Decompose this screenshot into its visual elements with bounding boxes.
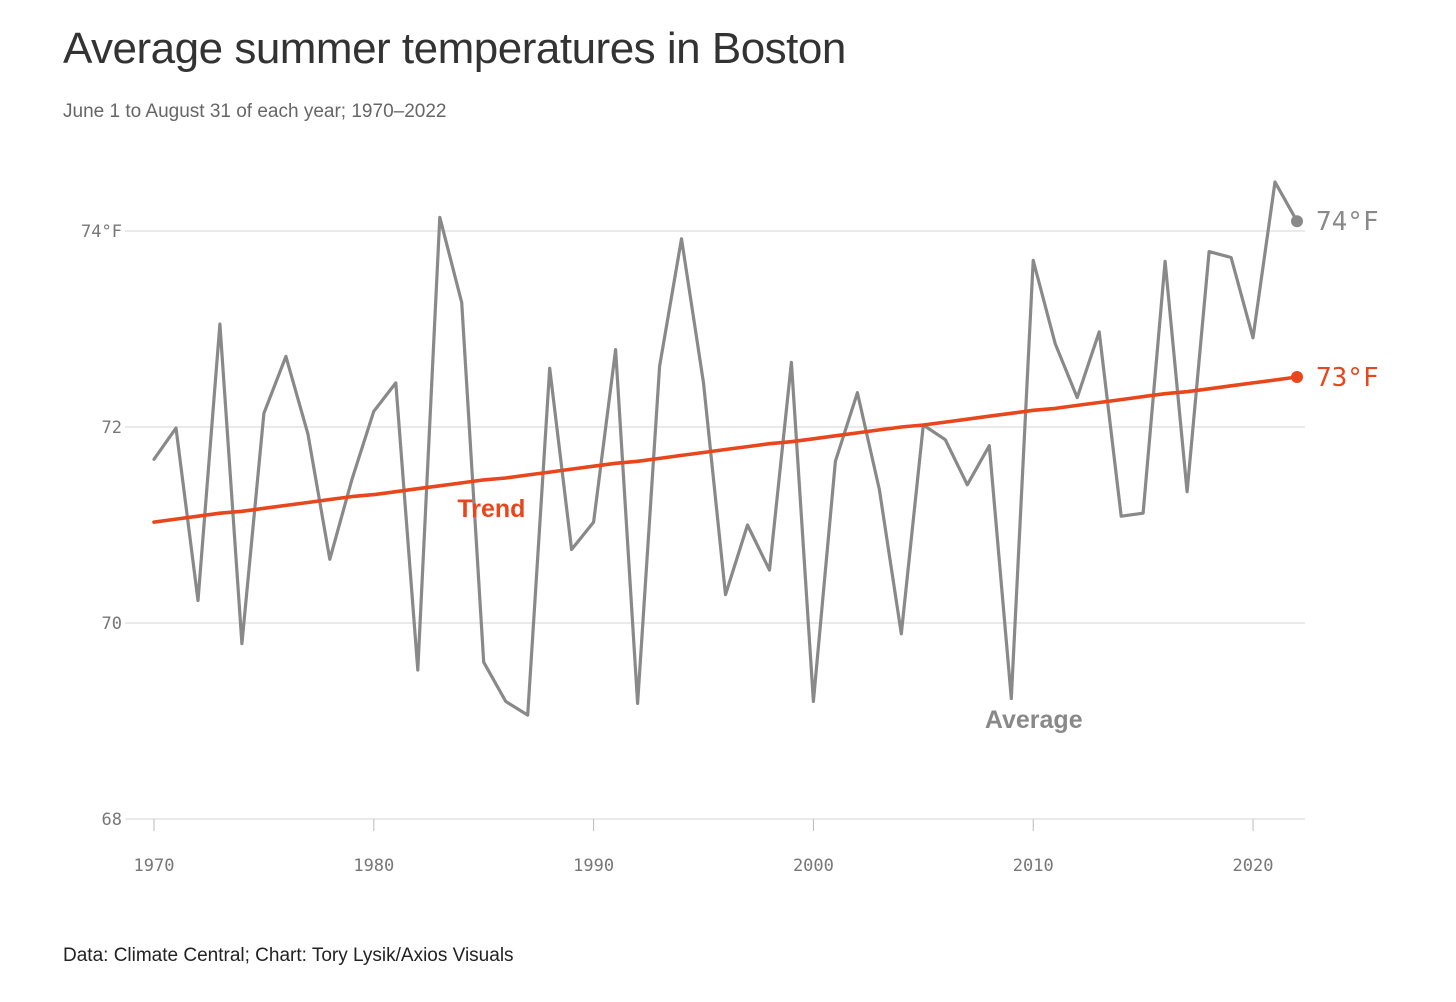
label-layer: 74°F 73°F Trend Average [457, 207, 1378, 734]
trend-series-label: Trend [457, 495, 525, 523]
y-tick-label: 74°F [81, 222, 122, 242]
x-tick-label: 2020 [1233, 856, 1274, 876]
average-end-label: 74°F [1316, 207, 1379, 237]
trend-end-dot [1291, 371, 1303, 384]
x-tick-label: 2010 [1013, 856, 1054, 876]
x-tick-label: 1980 [353, 856, 394, 876]
average-line [152, 180, 1299, 717]
average-series-label: Average [985, 706, 1083, 734]
x-tick-label: 1970 [134, 856, 175, 876]
chart-subtitle: June 1 to August 31 of each year; 1970–2… [63, 101, 447, 122]
x-axis: 1970 1980 1990 2000 2010 2020 [134, 819, 1274, 876]
series-layer [152, 180, 1299, 717]
trend-end-label: 73°F [1316, 363, 1379, 393]
chart-title: Average summer temperatures in Boston [63, 24, 846, 73]
source-note: Data: Climate Central; Chart: Tory Lysik… [63, 945, 514, 966]
x-tick-label: 1990 [573, 856, 614, 876]
grid: 68 70 72 74°F [81, 222, 1305, 830]
y-tick-label: 72 [102, 418, 122, 438]
trend-line [152, 375, 1299, 524]
average-end-dot [1291, 215, 1303, 228]
x-tick-label: 2000 [793, 856, 834, 876]
y-tick-label: 68 [102, 810, 122, 830]
y-tick-label: 70 [102, 614, 122, 634]
